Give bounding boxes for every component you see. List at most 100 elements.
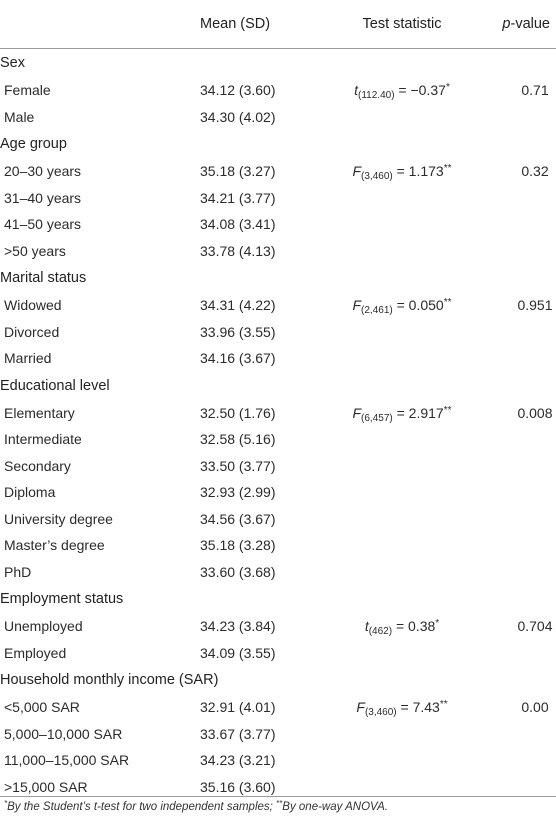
row-label: Female [4, 82, 51, 99]
test-statistic-cell [320, 532, 484, 559]
table-row: University degree 34.56 (3.67) [0, 506, 556, 533]
statistic-value: = 0.050 [392, 297, 444, 314]
mean-sd-value: 34.23 (3.21) [200, 752, 276, 769]
footnote-mark-single: * [4, 799, 8, 808]
table-row: 41–50 years 34.08 (3.41) [0, 211, 556, 238]
header-rule [0, 48, 556, 49]
section-header-row: Educational level [0, 372, 556, 400]
row-label: >50 years [4, 242, 66, 259]
row-label: 5,000–10,000 SAR [4, 725, 123, 742]
mean-sd-value: 33.67 (3.77) [200, 725, 276, 742]
statistic-symbol: F [352, 163, 362, 180]
mean-sd-value: 32.50 (1.76) [200, 404, 276, 421]
table-row: 20–30 years 35.18 (3.27) F(3,460) = 1.173*… [0, 158, 556, 185]
p-value [484, 747, 556, 774]
test-statistic-cell: F(2,461) = 0.050** [320, 292, 484, 319]
header-mean-sd: Mean (SD) [200, 16, 271, 32]
mean-sd-value: 34.09 (3.55) [200, 644, 276, 661]
table-row: Male 34.30 (4.02) [0, 104, 556, 131]
mean-sd-value: 34.30 (4.02) [200, 108, 276, 125]
significance-mark: * [445, 82, 450, 94]
table-row: PhD 33.60 (3.68) [0, 559, 556, 586]
table-row: Master’s degree 35.18 (3.28) [0, 532, 556, 559]
p-value: 0.71 [521, 82, 549, 99]
mean-sd-value: 33.96 (3.55) [200, 323, 276, 340]
row-label: Married [4, 350, 52, 367]
test-statistic-cell: F(6,457) = 2.917** [320, 400, 484, 427]
section-title: Educational level [0, 377, 110, 394]
significance-mark: ** [439, 699, 448, 711]
p-value [484, 721, 556, 748]
header-test-statistic: Test statistic [362, 16, 442, 32]
table-row: Diploma 32.93 (2.99) [0, 479, 556, 506]
mean-sd-value: 35.18 (3.27) [200, 163, 276, 180]
row-label: <5,000 SAR [4, 699, 80, 716]
mean-sd-value: 34.08 (3.41) [200, 216, 276, 233]
statistic-value: = 7.43 [396, 699, 440, 716]
table-row: Secondary 33.50 (3.77) [0, 453, 556, 480]
mean-sd-value: 34.31 (4.22) [200, 297, 276, 314]
section-title: Household monthly income (SAR) [0, 672, 219, 688]
test-statistic-cell [320, 479, 484, 506]
statistic-symbol: F [352, 297, 362, 314]
row-label: Elementary [4, 404, 75, 421]
table-row: Employed 34.09 (3.55) [0, 640, 556, 667]
p-value: 0.951 [517, 297, 553, 314]
section-title: Employment status [0, 591, 124, 607]
test-statistic-cell [320, 640, 484, 667]
significance-mark: ** [443, 297, 452, 309]
table-row: Divorced 33.96 (3.55) [0, 319, 556, 346]
table-row: <5,000 SAR 32.91 (4.01) F(3,460) = 7.43** 0… [0, 694, 556, 721]
statistic-symbol: F [356, 699, 365, 716]
mean-sd-value: 33.50 (3.77) [200, 457, 276, 474]
mean-sd-value: 32.58 (5.16) [200, 431, 276, 448]
test-statistic-cell: F(3,460) = 7.43** [320, 694, 484, 721]
table-row: >50 years 33.78 (4.13) [0, 238, 556, 265]
degrees-of-freedom: (6,457) [361, 412, 393, 424]
section-header-row: Employment status [0, 585, 556, 613]
row-label: Divorced [4, 323, 60, 340]
row-label: 11,000–15,000 SAR [4, 752, 130, 769]
p-value [484, 319, 556, 346]
test-statistic-cell [320, 721, 484, 748]
table-row: Elementary 32.50 (1.76) F(6,457) = 2.917**… [0, 400, 556, 427]
p-value [484, 479, 556, 506]
test-statistic-cell: t(462) = 0.38* [320, 613, 484, 640]
test-statistic-cell [320, 426, 484, 453]
test-statistic-cell: t(112.40) = −0.37* [320, 77, 484, 104]
p-value: 0.704 [517, 618, 553, 635]
p-value [484, 426, 556, 453]
mean-sd-value: 34.12 (3.60) [200, 82, 276, 99]
mean-sd-value: 32.91 (4.01) [200, 699, 276, 716]
row-label: PhD [4, 563, 32, 580]
table-footnote: *By the Student’s t-test for two indepen… [4, 799, 388, 814]
row-label: Diploma [4, 484, 56, 501]
section-header-row: Marital status [0, 264, 556, 292]
section-header-row: Household monthly income (SAR) [0, 666, 556, 694]
p-value: 0.00 [521, 699, 549, 716]
degrees-of-freedom: (462) [368, 626, 393, 638]
table-row: Widowed 34.31 (4.22) F(2,461) = 0.050** 0.9… [0, 292, 556, 319]
test-statistic-cell [320, 453, 484, 480]
row-label: 20–30 years [4, 163, 82, 180]
p-value [484, 640, 556, 667]
statistic-symbol: t [364, 618, 369, 635]
test-statistic-cell [320, 104, 484, 131]
footnote-anova-text: By one-way ANOVA. [282, 801, 388, 813]
row-label: 41–50 years [4, 216, 82, 233]
footnote-mark-double: ** [276, 799, 283, 808]
test-statistic-cell [320, 185, 484, 212]
header-p-value: p-value [484, 0, 556, 49]
section-title: Marital status [0, 270, 87, 286]
test-statistic-cell [320, 559, 484, 586]
test-statistic-cell [320, 211, 484, 238]
table-row: >15,000 SAR 35.16 (3.60) [0, 774, 556, 801]
degrees-of-freedom: (3,460) [361, 171, 393, 183]
row-label: Master’s degree [4, 537, 105, 554]
row-label: Employed [4, 644, 67, 661]
p-value [484, 104, 556, 131]
table-row: 11,000–15,000 SAR 34.23 (3.21) [0, 747, 556, 774]
table-row: Intermediate 32.58 (5.16) [0, 426, 556, 453]
mean-sd-value: 34.23 (3.84) [200, 618, 276, 635]
